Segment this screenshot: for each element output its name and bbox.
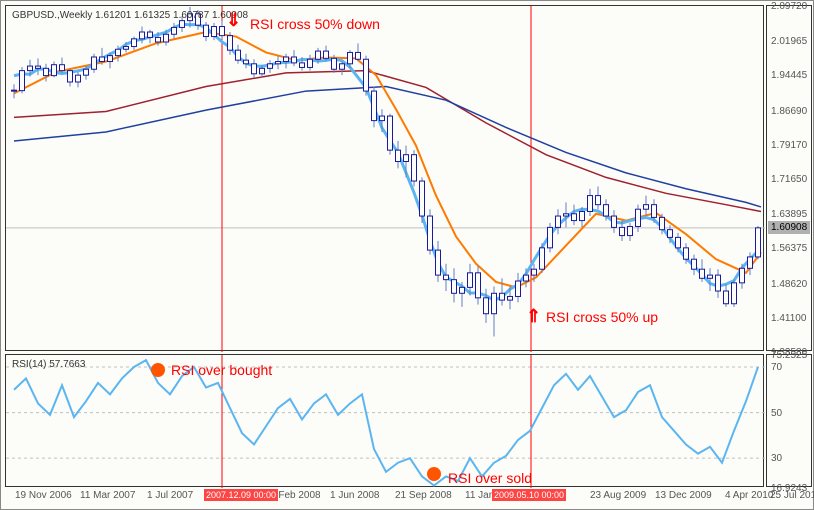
annotation-text: RSI cross 50% up bbox=[546, 309, 658, 325]
price-chart-svg bbox=[6, 6, 765, 352]
price-yaxis: 2.097202.019651.944451.866901.791701.716… bbox=[766, 5, 812, 351]
price-ytick: 2.09720 bbox=[771, 1, 807, 12]
rsi-ytick: 70 bbox=[771, 362, 782, 373]
price-chart-panel[interactable]: GBPUSD.,Weekly 1.61201 1.61325 1.60787 1… bbox=[5, 5, 764, 351]
price-ytick: 1.94445 bbox=[771, 70, 807, 81]
chart-title: GBPUSD.,Weekly 1.61201 1.61325 1.60787 1… bbox=[12, 10, 248, 21]
time-xaxis: 19 Nov 200611 Mar 20071 Jul 2007e Feb 20… bbox=[5, 488, 811, 508]
rsi-ytick: 30 bbox=[771, 453, 782, 464]
price-ytick: 1.79170 bbox=[771, 140, 807, 151]
price-ytick: 1.63895 bbox=[771, 209, 807, 220]
price-ytick: 1.48620 bbox=[771, 279, 807, 290]
rsi-chart-svg bbox=[6, 355, 765, 488]
annotation-text: RSI over bought bbox=[171, 362, 272, 378]
time-xtick: 1 Jun 2008 bbox=[330, 490, 380, 501]
time-xtick: 19 Nov 2006 bbox=[15, 490, 72, 501]
marker-dot-icon bbox=[151, 363, 165, 377]
time-xtick: 23 Aug 2009 bbox=[590, 490, 646, 501]
rsi-ytick: 50 bbox=[771, 408, 782, 419]
annotation-text: RSI cross 50% down bbox=[250, 16, 380, 32]
arrow-icon: ⇑ bbox=[526, 306, 541, 327]
rsi-ytick: 75.2525 bbox=[771, 350, 807, 361]
current-price-marker: 1.60908 bbox=[768, 221, 810, 234]
price-ytick: 1.86690 bbox=[771, 106, 807, 117]
time-xtick: 13 Dec 2009 bbox=[655, 490, 712, 501]
time-xtick: 11 Jan bbox=[465, 490, 494, 501]
time-xtick: 1 Jul 2007 bbox=[147, 490, 193, 501]
time-xtick: 21 Sep 2008 bbox=[395, 490, 452, 501]
forex-chart-container: GBPUSD.,Weekly 1.61201 1.61325 1.60787 1… bbox=[0, 0, 814, 510]
vline-date-label: 2007.12.09 00:00 bbox=[204, 489, 278, 501]
time-xtick: 25 Jul 2010 bbox=[770, 490, 814, 501]
arrow-icon: ⇓ bbox=[226, 10, 241, 31]
price-ytick: 1.56375 bbox=[771, 243, 807, 254]
rsi-title: RSI(14) 57.7663 bbox=[12, 359, 85, 370]
price-ytick: 2.01965 bbox=[771, 36, 807, 47]
marker-dot-icon bbox=[427, 467, 441, 481]
time-xtick: 4 Apr 2010 bbox=[725, 490, 773, 501]
annotation-text: RSI over sold bbox=[448, 470, 532, 486]
rsi-chart-panel[interactable]: RSI(14) 57.7663 RSI over bought RSI over … bbox=[5, 354, 764, 487]
price-ytick: 1.71650 bbox=[771, 174, 807, 185]
vline-date-label: 2009.05.10 00:00 bbox=[492, 489, 566, 501]
time-xtick: 11 Mar 2007 bbox=[80, 490, 135, 501]
price-ytick: 1.41100 bbox=[771, 313, 806, 324]
rsi-yaxis: 75.252570503016.9243 bbox=[766, 354, 812, 487]
